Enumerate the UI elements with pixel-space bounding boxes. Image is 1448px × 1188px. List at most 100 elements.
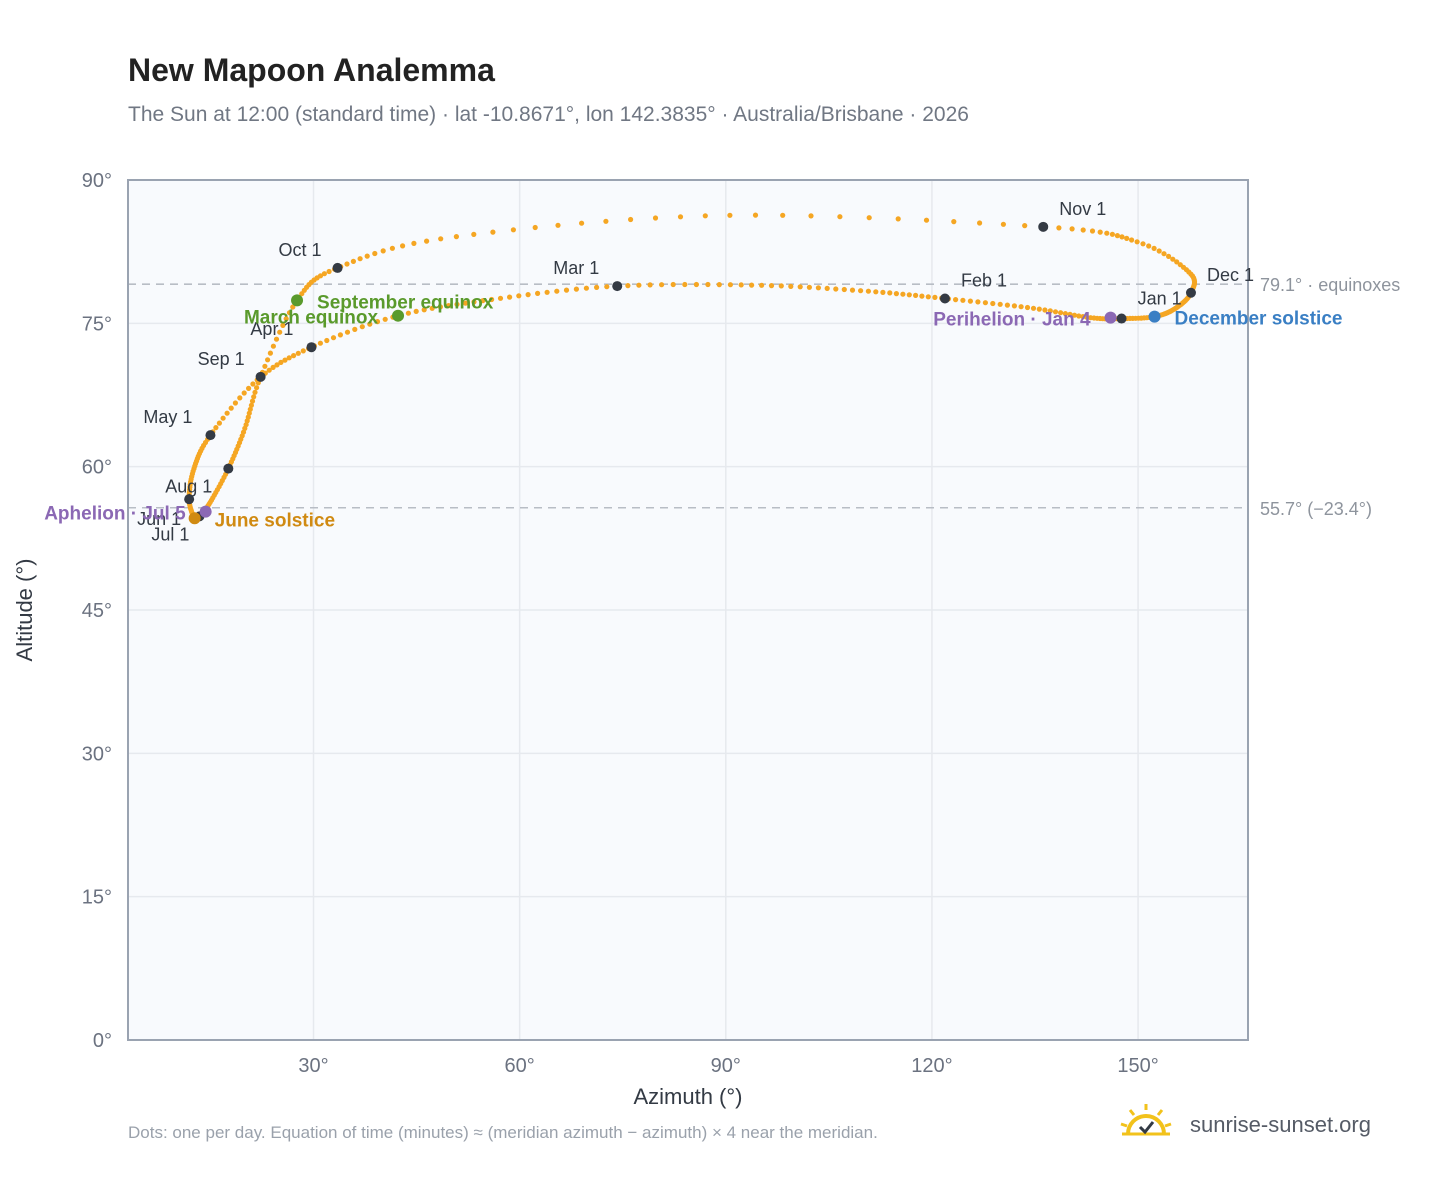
- daily-sun-dot: [824, 285, 830, 291]
- daily-sun-dot: [749, 282, 755, 288]
- daily-sun-dot: [317, 273, 324, 279]
- daily-sun-dot: [579, 220, 585, 226]
- brand-name: sunrise-sunset.org: [1190, 1112, 1371, 1137]
- event-marker: [291, 294, 304, 307]
- daily-sun-dot: [380, 248, 386, 254]
- daily-sun-dot: [326, 268, 332, 275]
- daily-sun-dot: [1067, 311, 1073, 317]
- daily-sun-dot: [841, 286, 847, 293]
- daily-sun-dot: [975, 299, 981, 305]
- daily-sun-dot: [295, 350, 301, 356]
- daily-sun-dot: [352, 326, 358, 332]
- daily-sun-dot: [990, 300, 996, 307]
- chart-footnote: Dots: one per day. Equation of time (min…: [128, 1123, 878, 1142]
- daily-sun-dot: [1084, 314, 1090, 320]
- month-marker: [939, 293, 950, 304]
- daily-sun-dot: [923, 217, 930, 223]
- daily-sun-dot: [778, 283, 784, 289]
- daily-sun-dot: [286, 310, 293, 316]
- daily-sun-dot: [693, 281, 700, 288]
- chart-subtitle: The Sun at 12:00 (standard time) · lat -…: [128, 103, 969, 126]
- daily-sun-dot: [267, 350, 273, 356]
- daily-sun-dot: [321, 271, 327, 277]
- daily-sun-dot: [1042, 307, 1048, 313]
- daily-sun-dot: [919, 293, 925, 299]
- daily-sun-dot: [220, 415, 226, 421]
- month-marker: [612, 281, 623, 292]
- event-marker: [188, 512, 201, 525]
- daily-sun-dot: [357, 256, 363, 262]
- daily-sun-dot: [555, 222, 561, 228]
- y-tick-label: 60°: [82, 457, 112, 479]
- daily-sun-dot: [224, 410, 230, 416]
- daily-sun-dot: [1104, 230, 1110, 236]
- daily-sun-dot: [788, 283, 794, 289]
- daily-sun-dot: [1018, 304, 1024, 310]
- daily-sun-dot: [573, 286, 580, 292]
- daily-sun-dot: [1071, 312, 1078, 318]
- month-marker-label: Apr 1: [250, 319, 293, 339]
- daily-sun-dot: [977, 220, 983, 226]
- x-tick-label: 150°: [1117, 1055, 1158, 1077]
- daily-sun-dot: [677, 214, 684, 220]
- x-axis-label: Azimuth (°): [633, 1084, 742, 1109]
- daily-sun-dot: [925, 294, 931, 300]
- daily-sun-dot: [1151, 245, 1157, 251]
- daily-sun-dot: [283, 316, 289, 322]
- daily-sun-dot: [1119, 234, 1125, 240]
- month-marker: [1116, 313, 1127, 324]
- daily-sun-dot: [273, 336, 280, 342]
- daily-sun-dot: [462, 300, 469, 306]
- daily-sun-dot: [1076, 313, 1082, 319]
- daily-sun-dot: [900, 291, 906, 297]
- daily-sun-dot: [270, 364, 276, 370]
- daily-sun-dot: [1069, 226, 1075, 232]
- daily-sun-dot: [254, 385, 260, 391]
- daily-sun-dot: [1114, 233, 1120, 239]
- month-marker-label: Sep 1: [198, 349, 245, 369]
- daily-sun-dot: [367, 321, 373, 327]
- daily-sun-dot: [727, 282, 734, 288]
- month-marker-label: May 1: [143, 407, 192, 427]
- chart-title: New Mapoon Analemma: [128, 52, 495, 88]
- daily-sun-dot: [372, 250, 378, 257]
- daily-sun-dot: [837, 214, 843, 220]
- daily-sun-dot: [1161, 251, 1167, 257]
- daily-sun-dot: [216, 420, 222, 426]
- month-marker-label: Aug 1: [165, 477, 212, 497]
- x-tick-label: 120°: [911, 1055, 952, 1077]
- daily-sun-dot: [1134, 239, 1140, 245]
- daily-sun-dot: [1024, 304, 1031, 311]
- daily-sun-dot: [563, 287, 570, 293]
- daily-sun-dot: [324, 337, 330, 344]
- sun-check-icon: [1120, 1104, 1172, 1136]
- daily-sun-dot: [932, 294, 938, 300]
- daily-sun-dot: [532, 224, 538, 231]
- daily-sun-dot: [1097, 229, 1103, 235]
- daily-sun-dot: [424, 238, 430, 244]
- daily-sun-dot: [967, 298, 974, 304]
- daily-sun-dot: [241, 390, 247, 396]
- x-tick-label: 90°: [711, 1055, 741, 1077]
- daily-sun-dot: [1011, 303, 1018, 309]
- daily-sun-dot: [583, 285, 590, 291]
- daily-sun-dot: [1170, 256, 1176, 262]
- daily-sun-dot: [887, 290, 893, 296]
- daily-sun-dot: [438, 236, 444, 242]
- daily-sun-dot: [278, 359, 284, 365]
- daily-sun-dot: [497, 295, 504, 301]
- daily-sun-dot: [1036, 306, 1042, 312]
- daily-sun-dot: [364, 253, 370, 259]
- month-marker: [1038, 221, 1049, 232]
- daily-sun-dot: [359, 324, 365, 330]
- month-marker: [1185, 287, 1196, 298]
- brand-logo[interactable]: sunrise-sunset.org: [1118, 1100, 1388, 1150]
- daily-sun-dot: [437, 304, 443, 310]
- daily-sun-dot: [282, 357, 288, 363]
- daily-sun-dot: [286, 355, 292, 361]
- daily-sun-dot: [246, 410, 252, 416]
- daily-sun-dot: [858, 288, 864, 294]
- daily-sun-dot: [594, 284, 600, 290]
- daily-sun-dot: [893, 291, 900, 297]
